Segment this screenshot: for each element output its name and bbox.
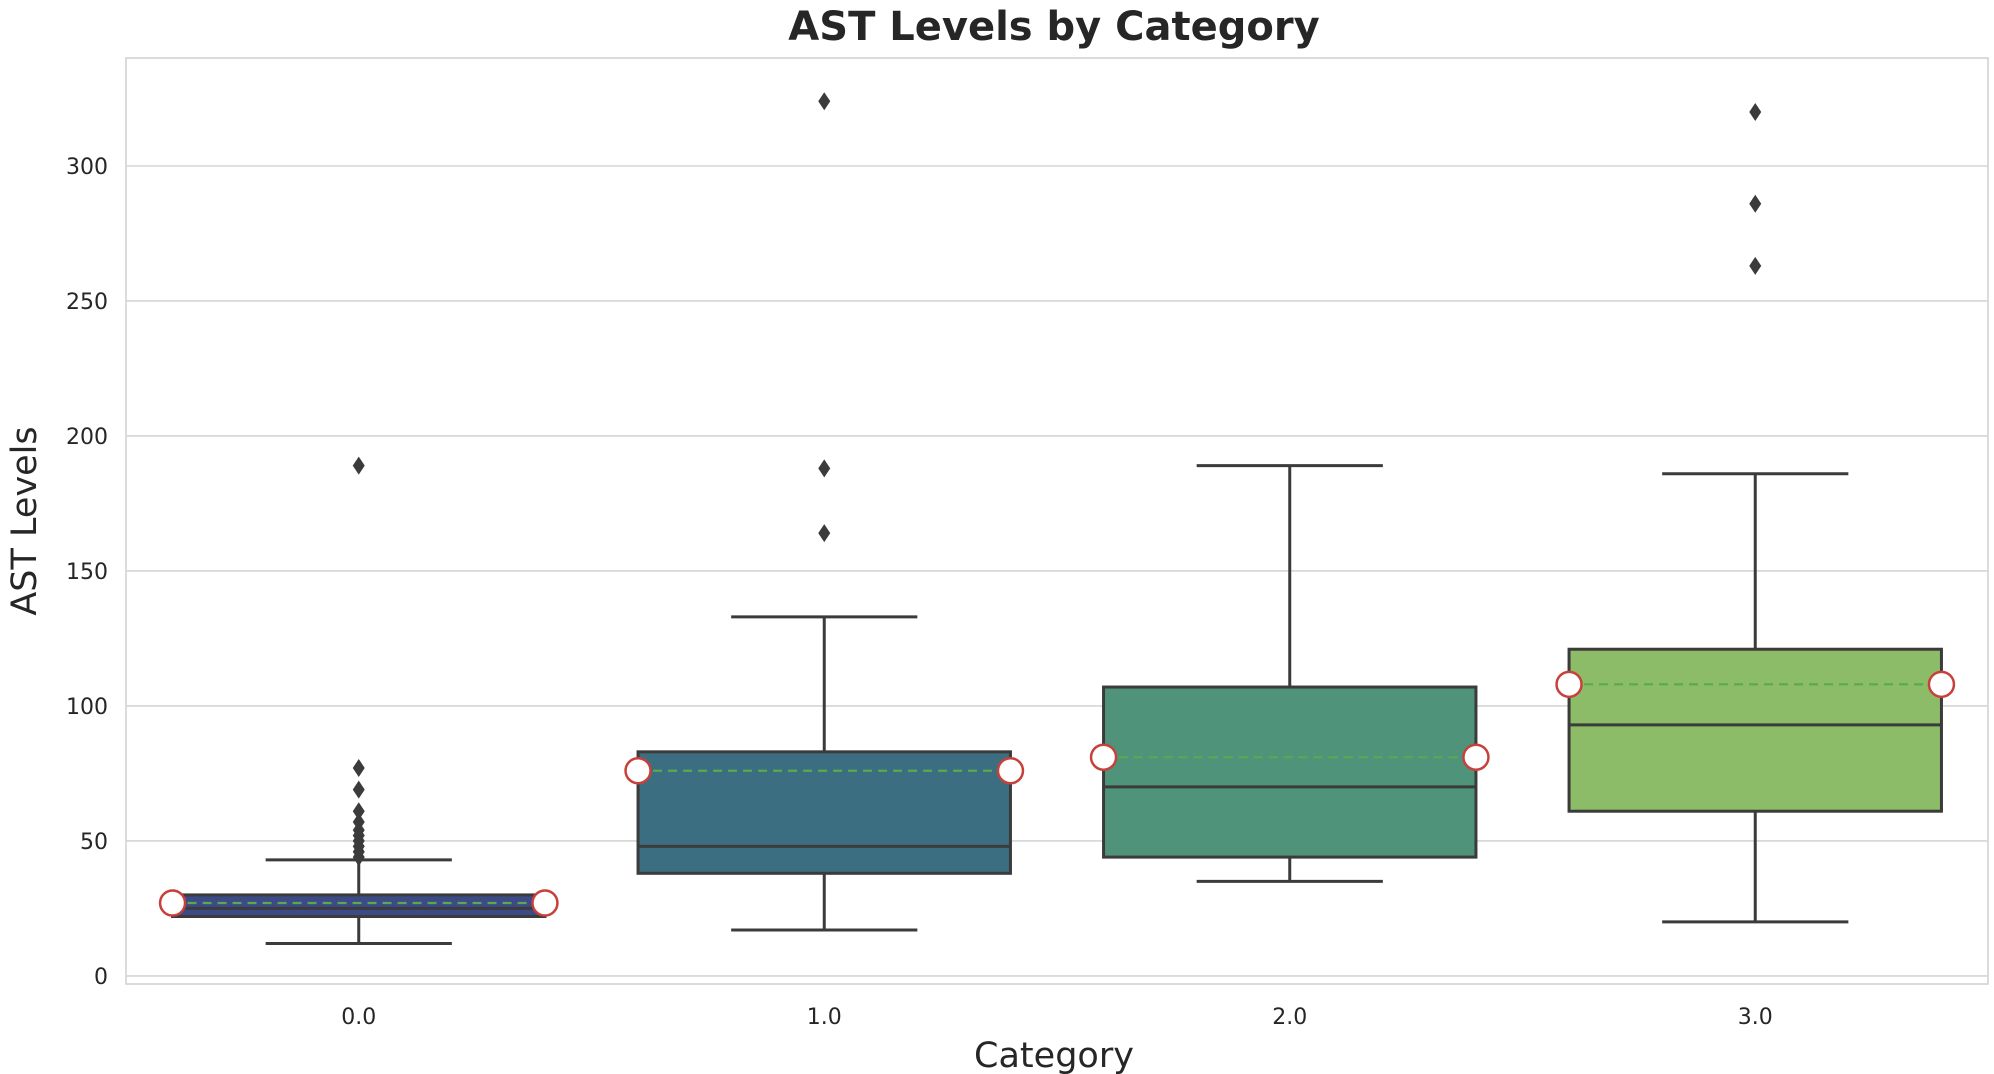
chart-title: AST Levels by Category	[788, 4, 1319, 50]
outlier-point	[818, 459, 831, 478]
box-group-3-0	[1555, 102, 1956, 924]
box-group-2-0	[1089, 464, 1490, 883]
y-tick-label: 50	[80, 830, 108, 855]
y-tick-label: 100	[66, 695, 108, 720]
x-tick-label: 3.0	[1738, 1005, 1773, 1030]
plot-area	[125, 57, 1989, 985]
mean-marker-right	[531, 889, 559, 917]
box-group-0-0	[158, 456, 559, 946]
x-axis-label: Category	[974, 1036, 1134, 1074]
x-tick-labels: 0.0 1.0 2.0 3.0	[341, 1005, 1773, 1030]
mean-marker-right	[1462, 743, 1490, 771]
mean-marker-left	[624, 756, 652, 785]
y-tick-label: 0	[94, 965, 108, 990]
y-axis-label: AST Levels	[5, 426, 45, 615]
y-tick-label: 200	[66, 425, 108, 450]
y-tick-labels: 0 50 100 150 200 250 300	[66, 155, 108, 990]
outlier-point	[818, 92, 831, 111]
outlier-point	[352, 456, 365, 475]
outlier-point	[352, 802, 365, 821]
outlier-point	[1749, 256, 1762, 275]
x-tick-label: 2.0	[1272, 1005, 1307, 1030]
y-tick-label: 250	[66, 290, 108, 315]
mean-marker-left	[1555, 670, 1583, 699]
box-group-1-0	[624, 92, 1025, 932]
outlier-point	[818, 524, 831, 543]
outlier-point	[1749, 194, 1762, 213]
grid-lines	[126, 165, 1988, 977]
iqr-box	[1102, 685, 1478, 859]
outlier-point	[352, 759, 365, 778]
mean-marker-right	[1927, 670, 1956, 699]
iqr-box	[636, 750, 1012, 875]
y-tick-label: 300	[66, 155, 108, 180]
mean-marker-left	[158, 889, 187, 917]
outlier-point	[1749, 102, 1762, 121]
boxes	[158, 92, 1956, 946]
x-tick-label: 1.0	[807, 1005, 842, 1030]
mean-marker-right	[996, 756, 1025, 785]
iqr-box	[1567, 647, 1943, 813]
outlier-point	[352, 813, 365, 832]
outlier-point	[352, 780, 365, 799]
mean-marker-left	[1089, 743, 1118, 771]
iqr-box	[171, 893, 547, 919]
x-tick-label: 0.0	[341, 1005, 376, 1030]
y-tick-label: 150	[66, 560, 108, 585]
